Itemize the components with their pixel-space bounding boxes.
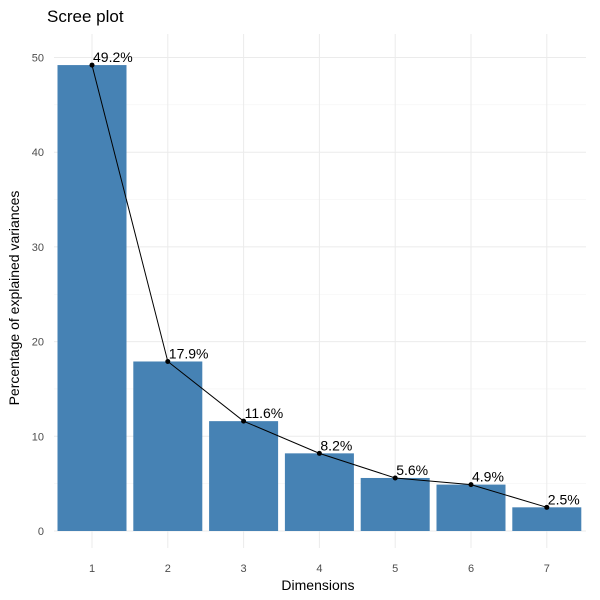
data-label: 8.2%: [320, 437, 352, 453]
y-tick-label: 40: [32, 147, 44, 159]
data-labels-group: 49.2% 17.9% 11.6% 8.2% 5.6% 4.9% 2.5%: [93, 49, 580, 507]
y-tick-label: 20: [32, 337, 44, 349]
x-tick-label: 7: [544, 563, 550, 575]
chart-title: Scree plot: [47, 7, 124, 26]
bar: [512, 507, 582, 531]
trend-line-group: [89, 62, 550, 510]
x-tick-label: 3: [241, 563, 247, 575]
data-point: [89, 62, 95, 68]
y-tick-label: 30: [32, 242, 44, 254]
x-tick-label: 2: [165, 563, 171, 575]
data-point: [241, 418, 247, 424]
x-tick-label: 4: [316, 563, 322, 575]
y-axis-title: Percentage of explained variances: [6, 191, 22, 406]
x-tick-label: 1: [89, 563, 95, 575]
data-label: 5.6%: [396, 462, 428, 478]
data-point: [165, 358, 171, 364]
x-tick-label: 5: [392, 563, 398, 575]
data-point: [544, 504, 550, 510]
data-label: 2.5%: [548, 491, 580, 507]
bar: [284, 453, 354, 531]
y-tick-label: 0: [38, 526, 44, 538]
data-point: [468, 482, 474, 488]
y-tick-label: 10: [32, 431, 44, 443]
data-label: 11.6%: [245, 405, 284, 421]
data-label: 49.2%: [93, 49, 133, 65]
x-axis-ticks: 1 2 3 4 5 6 7: [89, 563, 550, 575]
bars-group: [57, 65, 582, 532]
data-point: [392, 475, 398, 481]
x-tick-label: 6: [468, 563, 474, 575]
data-label: 17.9%: [169, 345, 209, 361]
y-axis-ticks: 0 10 20 30 40 50: [32, 53, 44, 539]
data-point: [316, 450, 322, 456]
y-tick-label: 50: [32, 53, 44, 65]
bar: [133, 361, 203, 531]
bar: [360, 477, 430, 531]
bar: [436, 484, 506, 531]
data-label: 4.9%: [472, 469, 504, 485]
bar: [57, 65, 127, 532]
x-axis-title: Dimensions: [281, 577, 354, 593]
bar: [209, 421, 279, 531]
